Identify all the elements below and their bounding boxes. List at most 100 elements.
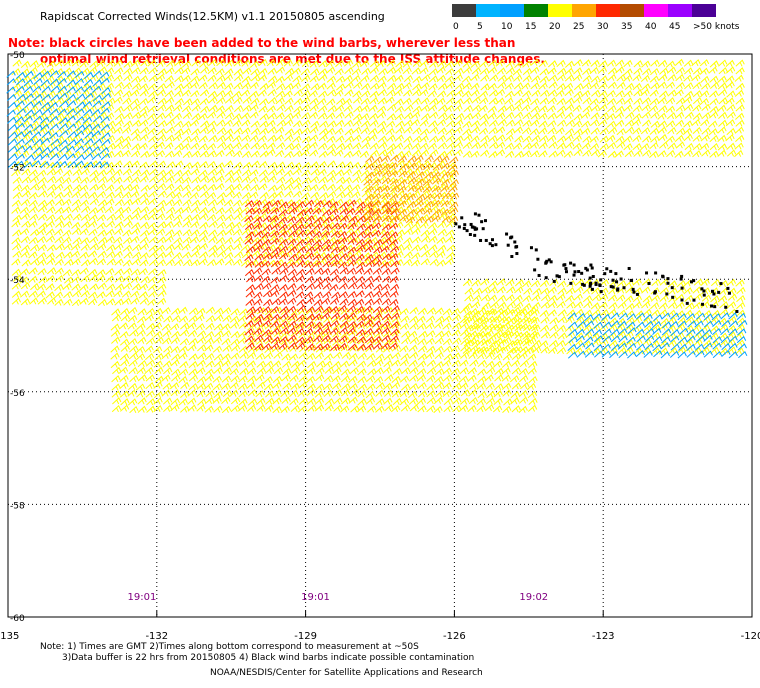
contamination-marker (564, 270, 568, 274)
contamination-marker (457, 225, 461, 229)
contamination-marker (702, 289, 706, 293)
footer-line-1: Note: 1) Times are GMT 2)Times along bot… (40, 642, 419, 652)
scale-label: 20 (549, 22, 561, 32)
contamination-marker (609, 269, 613, 273)
contamination-marker (480, 220, 484, 224)
contamination-marker (598, 283, 602, 287)
contamination-marker (513, 240, 517, 244)
contamination-marker (479, 238, 483, 242)
scale-swatch (596, 4, 620, 17)
wind-barbs (567, 312, 748, 359)
contamination-marker (710, 289, 714, 293)
contamination-marker (563, 263, 567, 267)
y-tick-label: -52 (10, 164, 25, 174)
footer-line-2: 3)Data buffer is 22 hrs from 20150805 4)… (62, 653, 475, 663)
contamination-marker (454, 222, 458, 226)
contamination-marker (581, 282, 585, 286)
scale-swatch (500, 4, 524, 17)
contamination-marker (603, 272, 607, 276)
contamination-marker (717, 290, 721, 294)
contamination-marker (509, 236, 513, 240)
scale-label: 30 (597, 22, 609, 32)
contamination-marker (611, 278, 615, 282)
contamination-marker (557, 275, 561, 279)
contamination-marker (619, 277, 623, 281)
contamination-marker (537, 273, 541, 277)
scale-label: 35 (621, 22, 633, 32)
x-tick-label: -120 (741, 631, 760, 642)
scale-swatch (644, 4, 668, 17)
scale-swatch (476, 4, 500, 17)
scale-label: >50 knots (693, 22, 740, 32)
contamination-marker (680, 298, 684, 302)
y-tick-label: -56 (10, 389, 25, 399)
contamination-marker (631, 287, 635, 291)
x-tick-label: -135 (0, 631, 19, 642)
wind-barbs (11, 58, 745, 158)
contamination-marker (465, 229, 469, 233)
contamination-marker (534, 248, 538, 252)
contamination-marker (588, 276, 592, 280)
contamination-marker (589, 263, 593, 267)
x-tick-label: -132 (145, 631, 168, 642)
contamination-marker (475, 227, 479, 231)
contamination-marker (692, 279, 696, 283)
note-line-1: Note: black circles have been added to t… (8, 36, 516, 50)
contamination-marker (653, 291, 657, 295)
contamination-marker (710, 304, 714, 308)
contamination-marker (588, 284, 592, 288)
contamination-marker (689, 280, 693, 284)
scale-swatch (620, 4, 644, 17)
contamination-marker (719, 282, 723, 286)
contamination-marker (484, 238, 488, 242)
contamination-marker (585, 268, 589, 272)
contamination-marker (599, 290, 603, 294)
scale-label: 25 (573, 22, 585, 32)
scale-label: 15 (525, 22, 537, 32)
wind-barbs (11, 267, 167, 307)
contamination-marker (547, 258, 551, 262)
contamination-marker (713, 305, 717, 309)
contamination-marker (533, 268, 537, 272)
contamination-marker (609, 285, 613, 289)
scale-label: 45 (669, 22, 681, 32)
x-tick-label: -123 (592, 631, 615, 642)
contamination-marker (670, 286, 674, 290)
contamination-marker (555, 274, 559, 278)
contamination-marker (462, 226, 466, 230)
contamination-marker (611, 285, 615, 289)
contamination-marker (572, 273, 576, 277)
scale-label: 5 (477, 22, 483, 32)
scale-swatch (692, 4, 716, 17)
chart-title: Rapidscat Corrected Winds(12.5KM) v1.1 2… (40, 10, 385, 23)
pass-time-label: 19:01 (301, 592, 330, 603)
contamination-marker (463, 223, 467, 227)
contamination-marker (573, 270, 577, 274)
contamination-marker (514, 245, 518, 249)
wind-barbs (363, 154, 460, 224)
plot-frame (7, 53, 753, 618)
contamination-marker (635, 292, 639, 296)
contamination-marker (599, 278, 603, 282)
contamination-marker (627, 266, 631, 270)
contamination-marker (654, 271, 658, 275)
contamination-marker (594, 281, 598, 285)
contamination-marker (536, 257, 540, 261)
contamination-marker (665, 292, 669, 296)
contamination-marker (712, 292, 716, 296)
contamination-marker (490, 244, 494, 248)
scale-swatch (572, 4, 596, 17)
contamination-marker (661, 275, 665, 279)
scale-swatch (524, 4, 548, 17)
contamination-marker (614, 272, 618, 276)
pass-time-label: 19:01 (128, 592, 157, 603)
contamination-marker (510, 254, 514, 258)
contamination-marker (477, 213, 481, 217)
y-tick-label: -54 (10, 276, 25, 286)
contamination-marker (582, 283, 586, 287)
contamination-marker (702, 293, 706, 297)
wind-barbs (462, 278, 746, 355)
wind-barbs (11, 160, 456, 267)
contamination-marker (549, 260, 553, 264)
